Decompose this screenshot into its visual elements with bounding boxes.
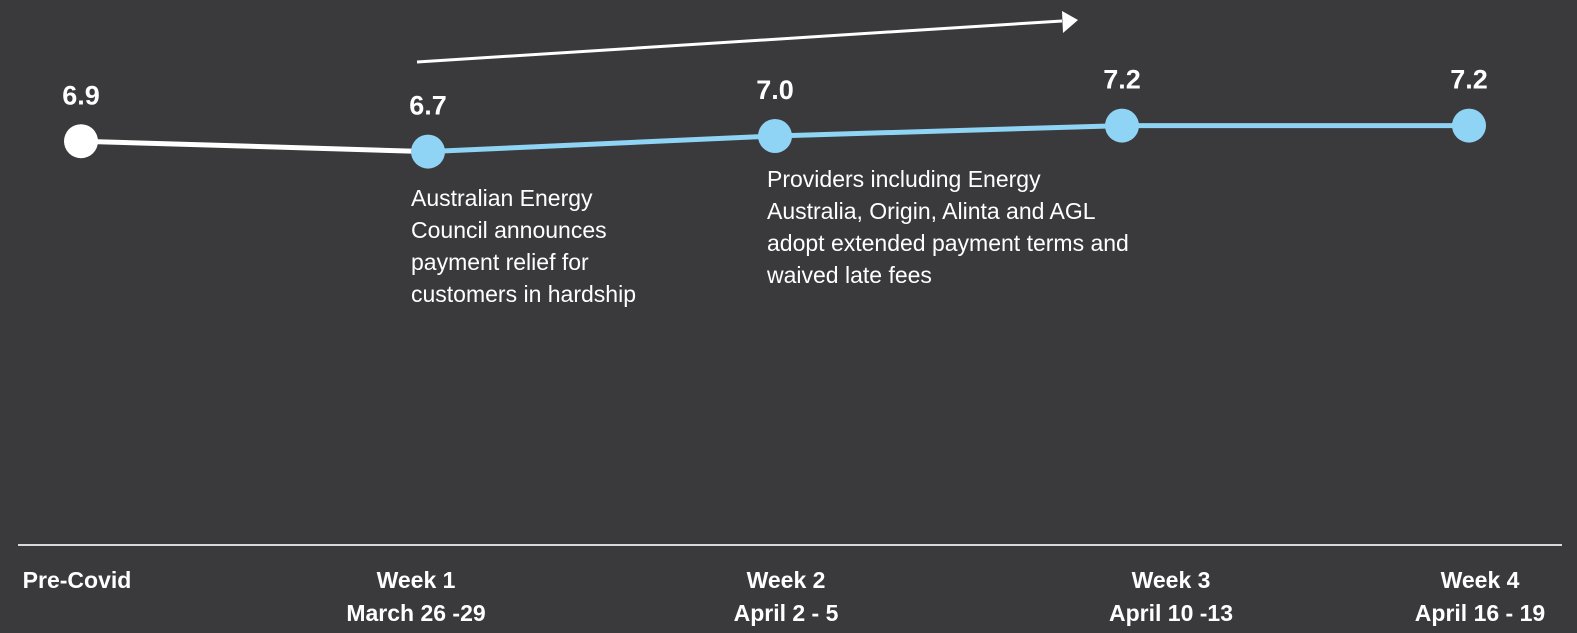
line-segment — [774, 123, 1123, 139]
line-segment — [427, 133, 776, 155]
point — [1452, 108, 1486, 143]
x-tick-label: Pre-Covid — [23, 567, 132, 593]
x-tick-date: April 10 -13 — [1109, 600, 1233, 626]
value-label: 6.7 — [409, 91, 447, 121]
annotation: Australian Energy — [411, 185, 593, 211]
x-tick-date: April 16 - 19 — [1415, 600, 1545, 626]
value-label: 7.0 — [756, 75, 794, 105]
x-tick-label: Week 1 — [377, 567, 456, 593]
trend-arrow — [416, 19, 1063, 64]
trend-arrow-head — [1062, 11, 1078, 33]
point — [758, 119, 792, 153]
line-segment — [80, 138, 429, 155]
annotation: Providers including Energy — [767, 166, 1041, 192]
annotation: waived late fees — [766, 262, 932, 288]
annotation: Council announces — [411, 217, 607, 243]
point — [64, 124, 98, 159]
annotation: payment relief for — [411, 249, 589, 275]
x-tick-label: Week 2 — [747, 567, 826, 593]
annotation: customers in hardship — [411, 281, 636, 307]
value-label: 6.9 — [62, 80, 100, 110]
point — [411, 134, 445, 169]
x-tick-label: Week 3 — [1132, 567, 1211, 593]
annotation: adopt extended payment terms and — [767, 230, 1129, 256]
annotation: Australia, Origin, Alinta and AGL — [767, 198, 1096, 224]
x-tick-date: April 2 - 5 — [734, 600, 839, 626]
value-label: 7.2 — [1450, 65, 1488, 95]
point — [1105, 108, 1139, 143]
x-tick-date: March 26 -29 — [346, 600, 485, 626]
value-label: 7.2 — [1103, 65, 1141, 95]
x-tick-label: Week 4 — [1441, 567, 1520, 593]
